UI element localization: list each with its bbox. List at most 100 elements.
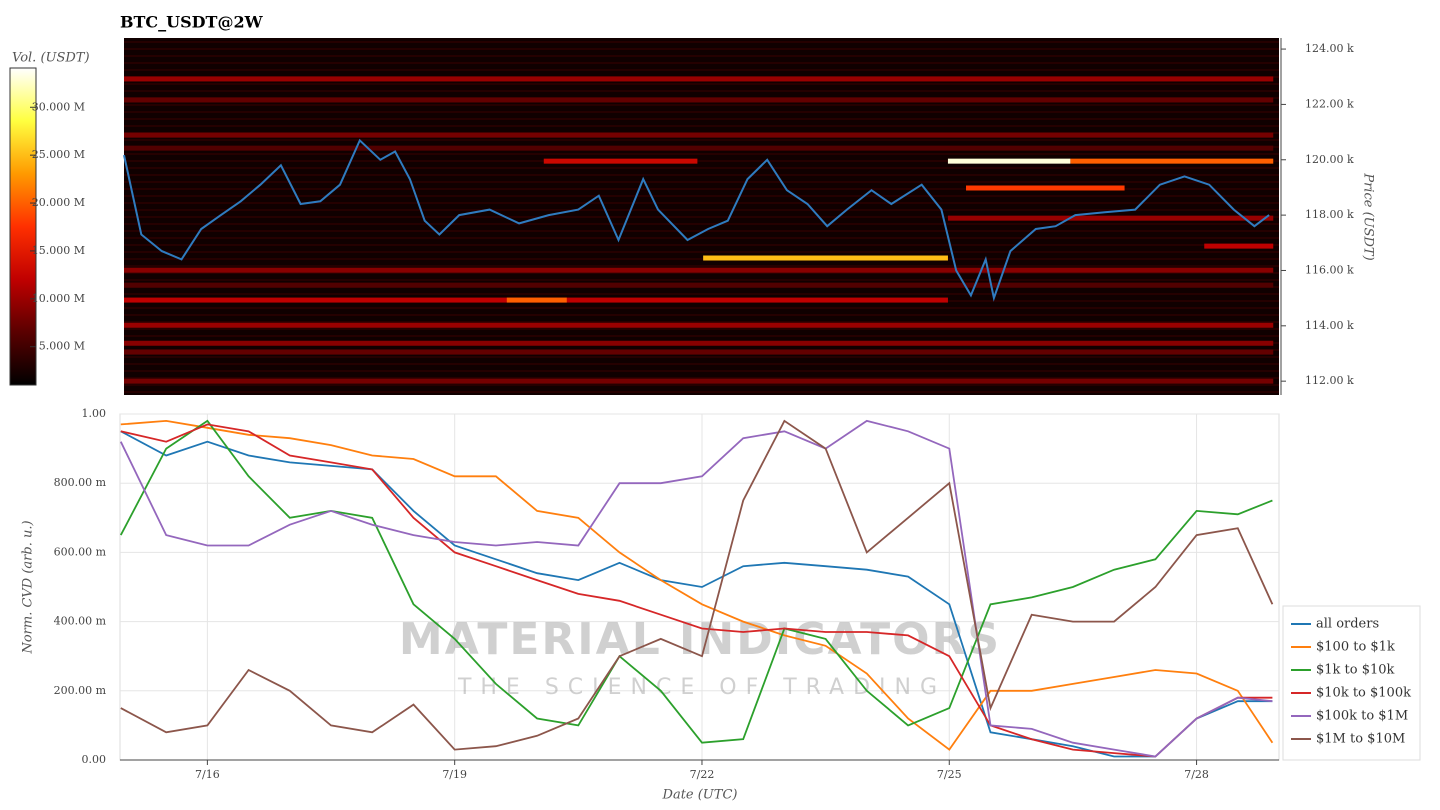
heatmap-band [124, 282, 1274, 288]
heatmap-band [124, 349, 1274, 355]
y-tick-label: 118.00 k [1305, 208, 1354, 221]
heatmap-texture [124, 69, 1279, 71]
heatmap-texture [124, 167, 1279, 169]
heatmap-texture [124, 307, 1279, 309]
y-tick-label: 1.00 [82, 407, 107, 420]
heatmap-band [1204, 243, 1274, 249]
heatmap-texture [124, 391, 1279, 393]
heatmap-texture [124, 251, 1279, 253]
heatmap-texture [124, 216, 1279, 218]
price-line [123, 138, 1270, 302]
x-tick-label: 7/25 [937, 768, 962, 781]
series-line [120, 430, 1273, 758]
heatmap-texture [124, 41, 1279, 43]
heatmap-texture [124, 244, 1279, 246]
colorbar-tick-label: 30.000 M [32, 100, 85, 113]
x-tick-label: 7/16 [195, 768, 220, 781]
heatmap-band [506, 297, 567, 303]
chart-title: BTC_USDT@2W [120, 13, 264, 32]
series-line [120, 423, 1273, 758]
colorbar [9, 67, 37, 386]
y-tick-label: 122.00 k [1305, 97, 1354, 110]
heatmap-band [703, 255, 948, 261]
y-tick-label: 600.00 m [54, 545, 107, 558]
heatmap-texture [124, 230, 1279, 232]
heatmap-texture [124, 48, 1279, 50]
heatmap-texture [124, 139, 1279, 141]
colorbar-tick-label: 5.000 M [39, 340, 85, 353]
heatmap-texture [124, 202, 1279, 204]
heatmap-texture [124, 195, 1279, 197]
legend-label: $10k to $100k [1316, 686, 1411, 701]
heatmap-band [124, 322, 1274, 328]
heatmap-texture [124, 335, 1279, 337]
heatmap-texture [124, 111, 1279, 113]
heatmap-band [543, 158, 698, 164]
heatmap-texture [124, 321, 1279, 323]
heatmap-texture [124, 181, 1279, 183]
heatmap-texture [124, 160, 1279, 162]
heatmap-band [1070, 158, 1274, 164]
y-axis-label: Norm. CVD (arb. u.) [21, 520, 36, 654]
heatmap-band [124, 145, 1274, 151]
heatmap-texture [124, 55, 1279, 57]
heatmap-texture [124, 62, 1279, 64]
heatmap-texture [124, 363, 1279, 365]
colorbar-title: Vol. (USDT) [12, 51, 90, 66]
y-tick-label: 400.00 m [54, 615, 107, 628]
legend-label: $1M to $10M [1316, 732, 1405, 747]
series-line [120, 419, 1273, 744]
heatmap-band [947, 158, 1071, 164]
colorbar-tick-label: 10.000 M [32, 292, 85, 305]
heatmap-texture [124, 90, 1279, 92]
heatmap-texture [124, 209, 1279, 211]
legend-label: $1k to $10k [1316, 663, 1395, 678]
heatmap-texture [124, 370, 1279, 372]
heatmap-texture [124, 272, 1279, 274]
x-tick-label: 7/28 [1184, 768, 1209, 781]
y-tick-label: 0.00 [82, 753, 107, 766]
heatmap-band [947, 215, 1274, 221]
heatmap-texture [124, 223, 1279, 225]
legend-label: $100k to $1M [1316, 709, 1408, 724]
y-tick-label: 116.00 k [1305, 263, 1354, 276]
heatmap-texture [124, 153, 1279, 155]
heatmap-band [124, 267, 1274, 273]
y-axis-label: Price (USDT) [1361, 172, 1376, 260]
colorbar-tick-label: 15.000 M [32, 244, 85, 257]
heatmap-band [124, 378, 1274, 384]
heatmap-texture [124, 314, 1279, 316]
colorbar-tick-label: 25.000 M [32, 148, 85, 161]
y-tick-label: 120.00 k [1305, 153, 1354, 166]
heatmap-texture [124, 377, 1279, 379]
legend-box [1282, 605, 1421, 761]
x-tick-label: 7/19 [442, 768, 467, 781]
y-tick-label: 124.00 k [1305, 42, 1354, 55]
legend-label: all orders [1316, 617, 1379, 632]
heatmap-texture [124, 279, 1279, 281]
heatmap-texture [124, 384, 1279, 386]
heatmap-band [966, 185, 1125, 191]
heatmap-band [124, 132, 1274, 138]
colorbar-tick-label: 20.000 M [32, 196, 85, 209]
heatmap-texture [124, 125, 1279, 127]
heatmap-band [124, 76, 1274, 82]
heatmap-texture [124, 258, 1279, 260]
heatmap-texture [124, 237, 1279, 239]
y-tick-label: 114.00 k [1305, 319, 1354, 332]
heatmap-texture [124, 265, 1279, 267]
y-tick-label: 112.00 k [1305, 374, 1354, 387]
heatmap-texture [124, 188, 1279, 190]
series-line [119, 419, 1273, 758]
heatmap-texture [124, 293, 1279, 295]
legend-label: $100 to $1k [1316, 640, 1395, 655]
x-axis-label: Date (UTC) [662, 788, 738, 803]
watermark-title: MATERIAL INDICATORS [399, 614, 1001, 665]
heatmap-texture [124, 328, 1279, 330]
heatmap-texture [124, 118, 1279, 120]
heatmap-texture [124, 174, 1279, 176]
x-tick-label: 7/22 [690, 768, 715, 781]
y-tick-label: 800.00 m [54, 476, 107, 489]
